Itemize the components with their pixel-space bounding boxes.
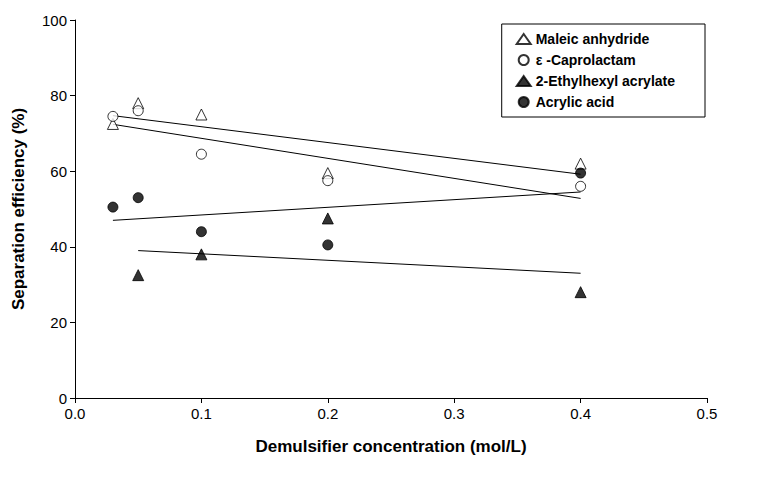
svg-text:0.3: 0.3	[444, 405, 465, 422]
svg-text:2-Ethylhexyl acrylate: 2-Ethylhexyl acrylate	[536, 73, 676, 89]
svg-text:ε -Caprolactam: ε -Caprolactam	[536, 52, 636, 68]
svg-text:0.0: 0.0	[65, 405, 86, 422]
svg-text:100: 100	[42, 12, 67, 29]
svg-text:0.5: 0.5	[697, 405, 718, 422]
svg-text:0.4: 0.4	[570, 405, 591, 422]
svg-text:0.1: 0.1	[191, 405, 212, 422]
svg-text:20: 20	[50, 314, 67, 331]
svg-text:80: 80	[50, 87, 67, 104]
svg-text:0: 0	[59, 390, 67, 407]
svg-text:Acrylic acid: Acrylic acid	[536, 94, 615, 110]
svg-text:0.2: 0.2	[317, 405, 338, 422]
svg-text:40: 40	[50, 238, 67, 255]
svg-text:Demulsifier concentration (mol: Demulsifier concentration (mol/L)	[255, 437, 526, 456]
svg-text:60: 60	[50, 163, 67, 180]
svg-text:Maleic anhydride: Maleic anhydride	[536, 31, 650, 47]
svg-text:Separation efficiency (%): Separation efficiency (%)	[9, 108, 28, 310]
